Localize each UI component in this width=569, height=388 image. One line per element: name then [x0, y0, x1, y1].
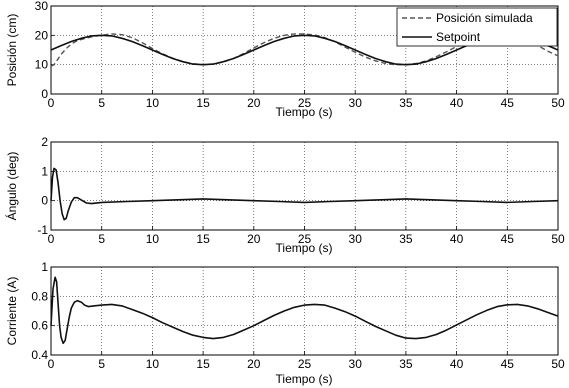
- angle-plot-area: [50, 141, 559, 231]
- x-tick-label: 35: [399, 357, 413, 371]
- y-tick-label: 0.6: [31, 319, 48, 333]
- x-tick-label: 0: [48, 232, 55, 246]
- current-grid-y: [51, 266, 558, 356]
- x-tick-label: 5: [98, 96, 105, 110]
- angle-x-tick-labels: 0 5 10 15 20 25 30 35 40 45 50: [48, 232, 565, 246]
- position-y-tick-labels: 0 10 20 30: [35, 0, 49, 101]
- x-tick-label: 5: [98, 357, 105, 371]
- legend-box: [396, 7, 558, 47]
- x-tick-label: 20: [247, 232, 261, 246]
- angle-y-tick-labels: -1 0 1 2: [37, 135, 48, 237]
- x-tick-label: 35: [399, 232, 413, 246]
- y-tick-label: 30: [35, 0, 49, 13]
- x-tick-label: 30: [349, 96, 363, 110]
- x-tick-label: 15: [196, 232, 210, 246]
- x-tick-label: 10: [146, 232, 160, 246]
- x-tick-label: 40: [450, 232, 464, 246]
- current-grid-x: [50, 267, 559, 355]
- x-tick-label: 20: [247, 357, 261, 371]
- position-x-tick-labels: 0 5 10 15 20 25 30 35 40 45 50: [48, 96, 565, 110]
- angle-grid-x: [50, 142, 559, 230]
- x-tick-label: 0: [48, 357, 55, 371]
- legend-label-simulated: Posición simulada: [436, 11, 533, 25]
- y-tick-label: 2: [41, 135, 48, 149]
- x-tick-label: 25: [298, 232, 312, 246]
- angle-y-axis-label: Ángulo (deg): [4, 152, 19, 221]
- x-tick-label: 50: [551, 96, 565, 110]
- current-series-layer: [50, 276, 559, 345]
- y-tick-label: 1: [41, 164, 48, 178]
- angle-x-axis-label: Tiempo (s): [276, 241, 333, 255]
- current-chart: 0 5 10 15 20 25 30 35 40 45 50 0.4 0.6 0.8 1 Tiempo (…: [5, 260, 565, 386]
- current-y-axis-label: Corriente (A): [5, 277, 19, 346]
- position-y-axis-label: Posición (cm): [5, 14, 19, 87]
- x-tick-label: 30: [349, 357, 363, 371]
- x-tick-label: 50: [551, 232, 565, 246]
- x-tick-label: 15: [196, 96, 210, 110]
- angle-series-layer: [50, 167, 559, 221]
- x-tick-label: 40: [450, 96, 464, 110]
- y-tick-label: 10: [35, 58, 49, 72]
- x-tick-label: 45: [501, 232, 515, 246]
- x-tick-label: 45: [501, 96, 515, 110]
- current-x-tick-labels: 0 5 10 15 20 25 30 35 40 45 50: [48, 357, 565, 371]
- position-legend: Posición simulada Setpoint: [396, 7, 558, 47]
- x-tick-label: 0: [48, 96, 55, 110]
- x-tick-label: 25: [298, 357, 312, 371]
- series-line-angle-0: [50, 167, 559, 221]
- current-x-axis-label: Tiempo (s): [276, 372, 333, 386]
- y-tick-label: 0.4: [31, 348, 48, 362]
- y-tick-label: -1: [37, 223, 48, 237]
- series-line-current-0: [50, 276, 559, 345]
- y-tick-label: 0.8: [31, 289, 48, 303]
- x-tick-label: 25: [298, 96, 312, 110]
- x-tick-label: 40: [450, 357, 464, 371]
- legend-label-setpoint: Setpoint: [436, 30, 481, 44]
- y-tick-label: 0: [41, 194, 48, 208]
- x-tick-label: 45: [501, 357, 515, 371]
- y-tick-label: 20: [35, 28, 49, 42]
- y-tick-label: 0: [41, 87, 48, 101]
- x-tick-label: 20: [247, 96, 261, 110]
- position-x-axis-label: Tiempo (s): [276, 105, 333, 119]
- x-tick-label: 30: [349, 232, 363, 246]
- y-tick-label: 1: [41, 260, 48, 274]
- x-tick-label: 50: [551, 357, 565, 371]
- position-grid-x: [50, 6, 559, 94]
- x-tick-label: 35: [399, 96, 413, 110]
- current-y-tick-labels: 0.4 0.6 0.8 1: [31, 260, 48, 362]
- current-plot-area: [50, 266, 559, 356]
- x-tick-label: 15: [196, 357, 210, 371]
- x-tick-label: 5: [98, 232, 105, 246]
- x-tick-label: 10: [146, 357, 160, 371]
- x-tick-label: 10: [146, 96, 160, 110]
